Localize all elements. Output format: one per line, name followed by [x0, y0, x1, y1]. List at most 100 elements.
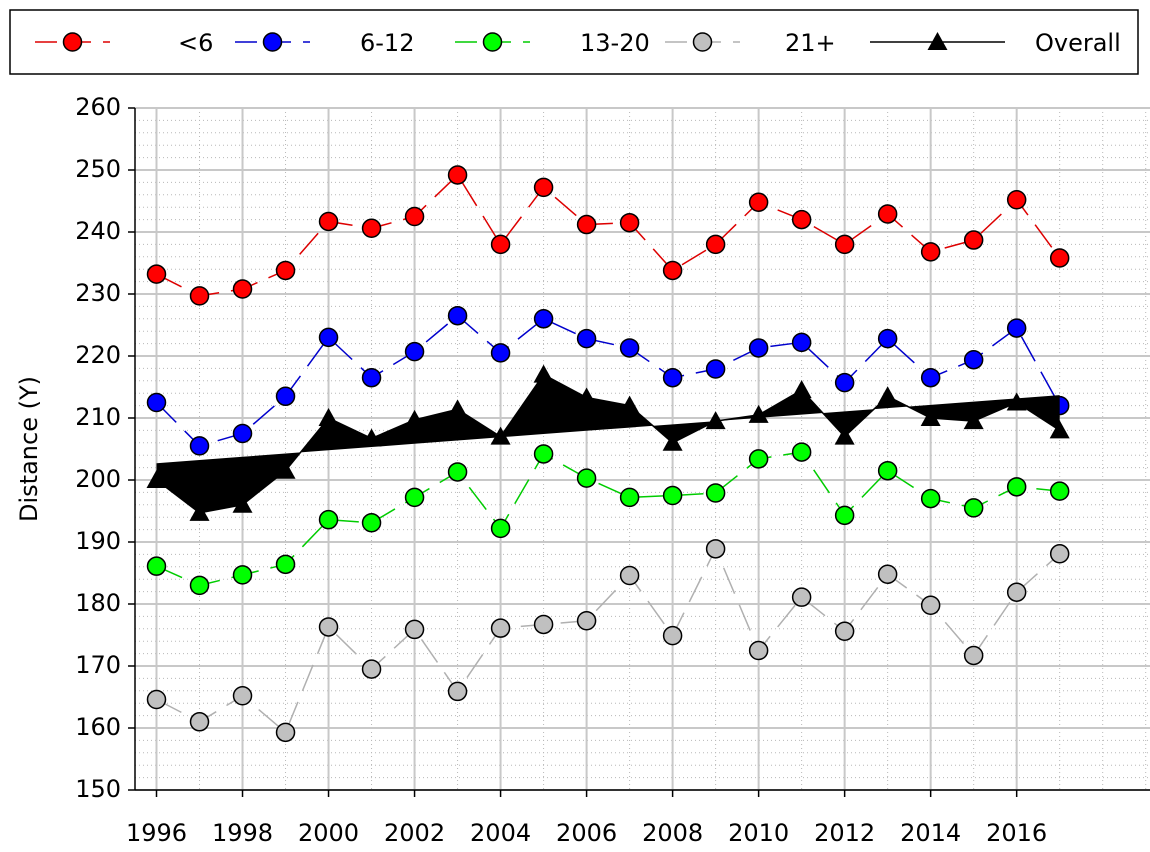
data-point — [791, 332, 812, 353]
data-point — [1006, 582, 1027, 602]
legend-label: Overall — [1035, 29, 1121, 57]
data-point — [275, 460, 296, 479]
data-point — [748, 192, 769, 212]
legend-label: 21+ — [785, 29, 836, 57]
data-point — [920, 595, 941, 615]
legend-label: 6-12 — [360, 29, 414, 57]
data-point — [1049, 481, 1070, 501]
x-tick-label: 2012 — [814, 819, 875, 847]
data-point — [834, 621, 855, 642]
data-point — [576, 328, 597, 349]
data-point — [619, 338, 640, 358]
data-point — [533, 444, 554, 464]
data-point — [490, 518, 511, 539]
data-point — [834, 505, 855, 526]
data-point — [705, 483, 726, 503]
data-point — [662, 260, 683, 281]
data-point — [791, 442, 812, 462]
data-point — [232, 494, 253, 513]
data-point — [791, 380, 812, 399]
data-point — [877, 328, 898, 349]
data-point — [533, 364, 554, 383]
data-point — [748, 640, 769, 661]
data-point — [791, 587, 812, 607]
y-tick-label: 220 — [75, 341, 121, 369]
legend-marker — [262, 32, 283, 52]
data-point — [318, 617, 339, 637]
data-point — [1006, 318, 1027, 338]
data-point — [318, 408, 339, 426]
data-point — [963, 498, 984, 518]
data-point — [662, 432, 683, 451]
data-point — [920, 488, 941, 509]
data-point — [275, 554, 296, 575]
data-point — [490, 618, 511, 638]
legend-label: <6 — [178, 29, 213, 57]
data-point — [963, 645, 984, 666]
y-tick-label: 160 — [75, 713, 121, 741]
legend-marker — [927, 32, 948, 50]
data-point — [361, 513, 382, 533]
data-point — [748, 338, 769, 358]
data-point — [404, 619, 425, 640]
data-point — [232, 423, 253, 444]
data-point — [447, 399, 468, 418]
data-point — [963, 411, 984, 430]
y-tick-label: 200 — [75, 465, 121, 493]
data-point — [705, 234, 726, 255]
data-point — [189, 286, 210, 306]
x-tick-label: 2014 — [900, 819, 961, 847]
x-tick-label: 2010 — [728, 819, 789, 847]
data-point — [189, 502, 210, 521]
data-point — [748, 449, 769, 469]
data-point — [447, 165, 468, 185]
data-point — [146, 392, 167, 413]
data-point — [1006, 477, 1027, 497]
data-point — [533, 309, 554, 329]
data-point — [834, 234, 855, 255]
data-point — [232, 686, 253, 706]
y-axis-label: Distance (Y) — [15, 376, 43, 522]
data-point — [490, 426, 511, 445]
data-point — [232, 565, 253, 585]
x-tick-label: 1996 — [126, 819, 187, 847]
data-point — [619, 395, 640, 414]
data-point — [318, 211, 339, 232]
data-point — [275, 722, 296, 743]
data-point — [1049, 420, 1070, 439]
data-point — [490, 234, 511, 255]
data-point — [920, 367, 941, 388]
data-point — [834, 426, 855, 445]
data-point — [318, 509, 339, 530]
x-tick-label: 2008 — [642, 819, 703, 847]
y-tick-label: 260 — [75, 93, 121, 121]
data-point — [920, 408, 941, 426]
y-tick-label: 240 — [75, 217, 121, 245]
data-point — [361, 428, 382, 447]
data-point — [361, 218, 382, 239]
series-line — [155, 314, 1061, 447]
data-point — [275, 386, 296, 407]
series-line — [156, 451, 1060, 587]
y-tick-label: 210 — [75, 403, 121, 431]
data-point — [189, 712, 210, 732]
data-point — [189, 575, 210, 596]
legend-label: 13-20 — [580, 29, 650, 57]
y-tick-label: 250 — [75, 155, 121, 183]
data-point — [834, 372, 855, 393]
data-point — [490, 343, 511, 363]
legend-marker — [482, 32, 503, 52]
data-point — [576, 214, 597, 235]
x-tick-label: 2004 — [470, 819, 531, 847]
y-tick-label: 230 — [75, 279, 121, 307]
data-point — [877, 386, 898, 405]
data-point — [404, 487, 425, 508]
data-point — [447, 462, 468, 482]
data-point — [146, 264, 167, 284]
x-tick-label: 2016 — [986, 819, 1047, 847]
y-tick-label: 150 — [75, 775, 121, 803]
data-point — [404, 341, 425, 362]
data-point — [748, 404, 769, 423]
data-point — [877, 460, 898, 481]
data-point — [404, 409, 425, 428]
